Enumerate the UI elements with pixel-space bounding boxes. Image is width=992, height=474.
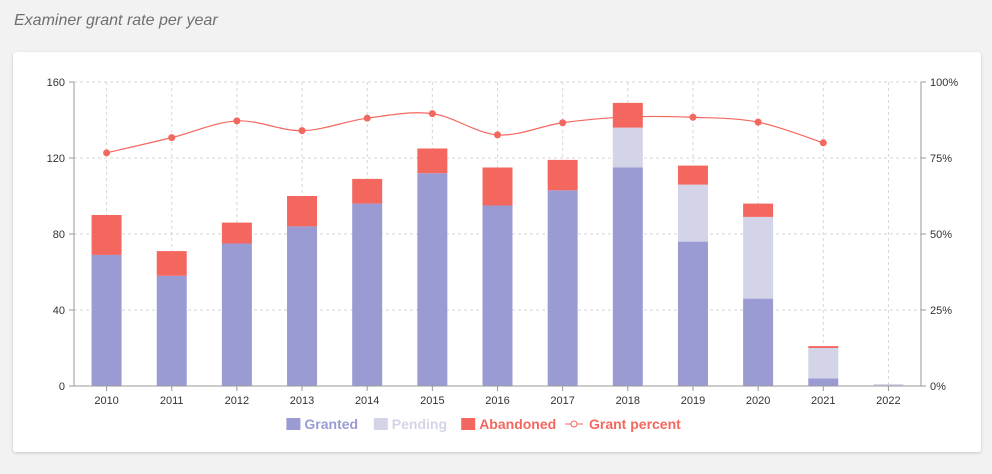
y2-axis-tick-label: 0%: [930, 381, 946, 393]
page-title: Examiner grant rate per year: [14, 12, 218, 29]
legend-label-granted: Granted: [304, 416, 358, 432]
grant-percent-point-2013: [298, 127, 306, 135]
x-axis-tick-label: 2012: [225, 395, 249, 407]
bar-abandoned-2016: [482, 167, 513, 206]
bar-granted-2019: [677, 241, 708, 386]
bar-abandoned-2017: [547, 159, 578, 191]
bar-abandoned-2012: [221, 222, 252, 244]
bar-granted-2021: [808, 378, 839, 386]
y2-axis-tick-label: 75%: [930, 153, 952, 165]
y-axis-tick-label: 80: [53, 229, 65, 241]
x-axis-tick-label: 2013: [290, 395, 314, 407]
legend: Granted Pending Abandoned Grant percent: [286, 416, 681, 432]
legend-swatch-pending: [373, 418, 388, 430]
bar-abandoned-2014: [352, 178, 383, 204]
bar-granted-2010: [91, 254, 122, 386]
x-axis-tick-label: 2014: [355, 395, 379, 407]
bar-granted-2017: [547, 190, 578, 386]
x-axis-tick-label: 2018: [616, 395, 640, 407]
bar-pending-2021: [808, 348, 839, 379]
grant-percent-point-2015: [428, 110, 436, 118]
bar-pending-2022: [873, 384, 904, 386]
bar-granted-2016: [482, 205, 513, 386]
y-axis-tick-label: 40: [53, 305, 65, 317]
legend-swatch-abandoned: [461, 418, 476, 430]
legend-label-pending: Pending: [392, 416, 447, 432]
bar-pending-2020: [743, 216, 774, 299]
bar-granted-2012: [221, 243, 252, 386]
legend-label-grant-percent: Grant percent: [589, 416, 681, 432]
bar-abandoned-2019: [677, 165, 708, 185]
grant-rate-chart: 0 40 80 120 160 0% 25% 50% 75% 100% 2010 2011 2012 20…: [47, 77, 959, 432]
grant-percent-point-2014: [363, 114, 371, 122]
x-axis-tick-label: 2010: [94, 395, 118, 407]
grant-percent-point-2017: [559, 119, 567, 127]
bar-abandoned-2021: [808, 346, 839, 348]
bar-abandoned-2013: [287, 196, 318, 227]
grant-percent-point-2019: [689, 113, 697, 121]
bar-abandoned-2015: [417, 148, 448, 174]
bar-granted-2014: [352, 203, 383, 386]
y-axis-tick-label: 120: [47, 153, 65, 165]
legend-swatch-granted: [286, 418, 301, 430]
legend-swatch-marker-grant-percent: [570, 420, 578, 428]
x-axis-tick-label: 2020: [746, 395, 770, 407]
x-axis-tick-label: 2015: [420, 395, 444, 407]
x-axis-tick-label: 2022: [876, 395, 900, 407]
bar-pending-2018: [612, 127, 643, 168]
grant-percent-point-2016: [494, 131, 501, 139]
bar-abandoned-2011: [156, 251, 187, 276]
y2-axis-tick-label: 50%: [930, 229, 952, 241]
grant-percent-point-2010: [103, 149, 111, 157]
y-axis-tick-label: 160: [47, 77, 65, 89]
bar-granted-2018: [612, 167, 643, 386]
x-axis-tick-label: 2019: [681, 395, 705, 407]
y2-axis-tick-label: 100%: [930, 77, 958, 89]
bar-granted-2011: [156, 275, 187, 386]
grant-percent-point-2018: [624, 113, 632, 121]
grant-percent-point-2021: [819, 139, 827, 147]
bar-granted-2013: [287, 226, 318, 386]
bar-abandoned-2020: [743, 203, 774, 217]
x-axis-tick-label: 2016: [485, 395, 509, 407]
x-axis-tick-label: 2017: [550, 395, 574, 407]
y2-axis-tick-label: 25%: [930, 305, 952, 317]
grant-percent-point-2012: [233, 117, 241, 125]
grant-percent-line: [106, 112, 824, 154]
grant-percent-point-2011: [168, 134, 176, 142]
legend-label-abandoned: Abandoned: [479, 416, 556, 432]
grant-percent-point-2020: [754, 118, 762, 126]
x-axis-tick-label: 2021: [811, 395, 835, 407]
y-axis-tick-label: 0: [59, 381, 65, 393]
x-axis-tick-label: 2011: [160, 395, 184, 407]
bar-pending-2019: [677, 184, 708, 242]
bar-granted-2020: [743, 298, 774, 386]
chart-card: 0 40 80 120 160 0% 25% 50% 75% 100% 2010 2011 2012 20…: [13, 52, 981, 452]
bar-abandoned-2010: [91, 215, 122, 255]
bar-granted-2015: [417, 173, 448, 386]
